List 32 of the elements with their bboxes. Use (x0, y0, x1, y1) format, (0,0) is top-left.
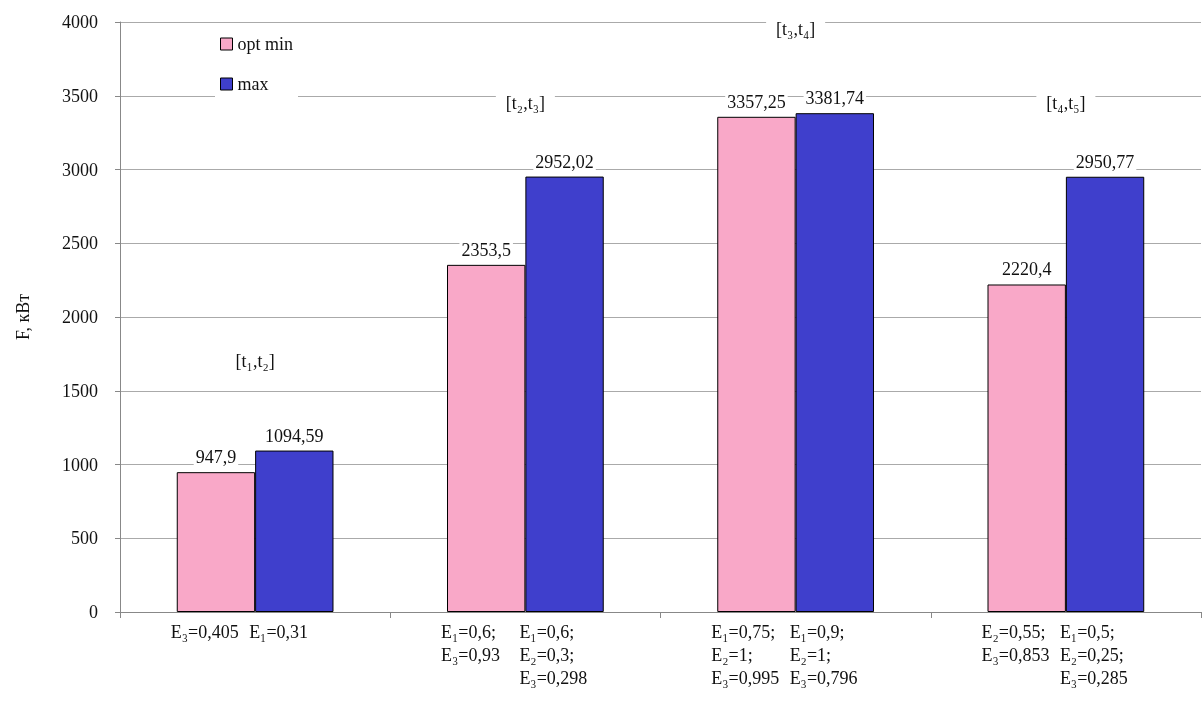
text: E₃=0,405 (170, 621, 239, 642)
y-tick-label: 2500 (62, 233, 98, 254)
legend-label: opt min (237, 34, 294, 54)
y-tick-label: 3000 (62, 159, 98, 180)
data-label: 2950,77 (1075, 151, 1135, 172)
annotation: [t₂,t₃] (505, 93, 545, 114)
legend-label: max (237, 74, 269, 94)
text: E₁=0,5; E₂=0,25; E₃=0,285 (1059, 621, 1128, 688)
text: E₁=0,9; E₂=1; E₃=0,796 (789, 621, 858, 688)
data-label: 2353,5 (461, 239, 511, 260)
data-label: 3381,74 (805, 88, 865, 109)
y-tick-label: 1500 (62, 380, 98, 401)
text: E₁=0,75; E₂=1; E₃=0,995 (711, 621, 780, 688)
annotation: [t₃,t₄] (776, 19, 816, 40)
text: E₁=0,31 (249, 621, 309, 642)
text: E₁=0,6; E₃=0,93 (441, 621, 500, 665)
y-axis-title: F, кВт (13, 293, 33, 341)
text: E₁=0,6; E₂=0,3; E₃=0,298 (519, 621, 588, 688)
data-label: 2952,02 (535, 151, 594, 172)
annotation: [t₁,t₂] (235, 351, 275, 372)
data-label: 947,9 (195, 447, 237, 468)
annotation: [t₄,t₅] (1046, 93, 1086, 114)
y-tick-label: 1000 (62, 454, 98, 475)
text: E₂=0,55; E₃=0,853 (981, 621, 1050, 665)
y-tick-label: 2000 (62, 307, 98, 327)
data-label: 1094,59 (265, 425, 324, 446)
y-tick-label: 3500 (62, 85, 98, 106)
data-label: 3357,25 (727, 91, 786, 112)
y-tick-label: 4000 (62, 12, 98, 32)
data-label: 2220,4 (1001, 259, 1052, 280)
y-tick-label: 500 (71, 528, 98, 549)
y-tick-label: 0 (89, 602, 98, 622)
